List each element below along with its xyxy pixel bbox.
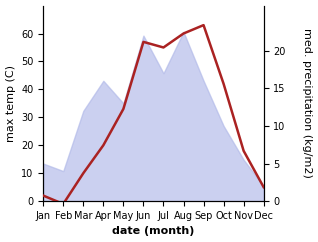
Y-axis label: max temp (C): max temp (C)	[5, 65, 16, 142]
X-axis label: date (month): date (month)	[112, 227, 195, 236]
Y-axis label: med. precipitation (kg/m2): med. precipitation (kg/m2)	[302, 28, 313, 178]
